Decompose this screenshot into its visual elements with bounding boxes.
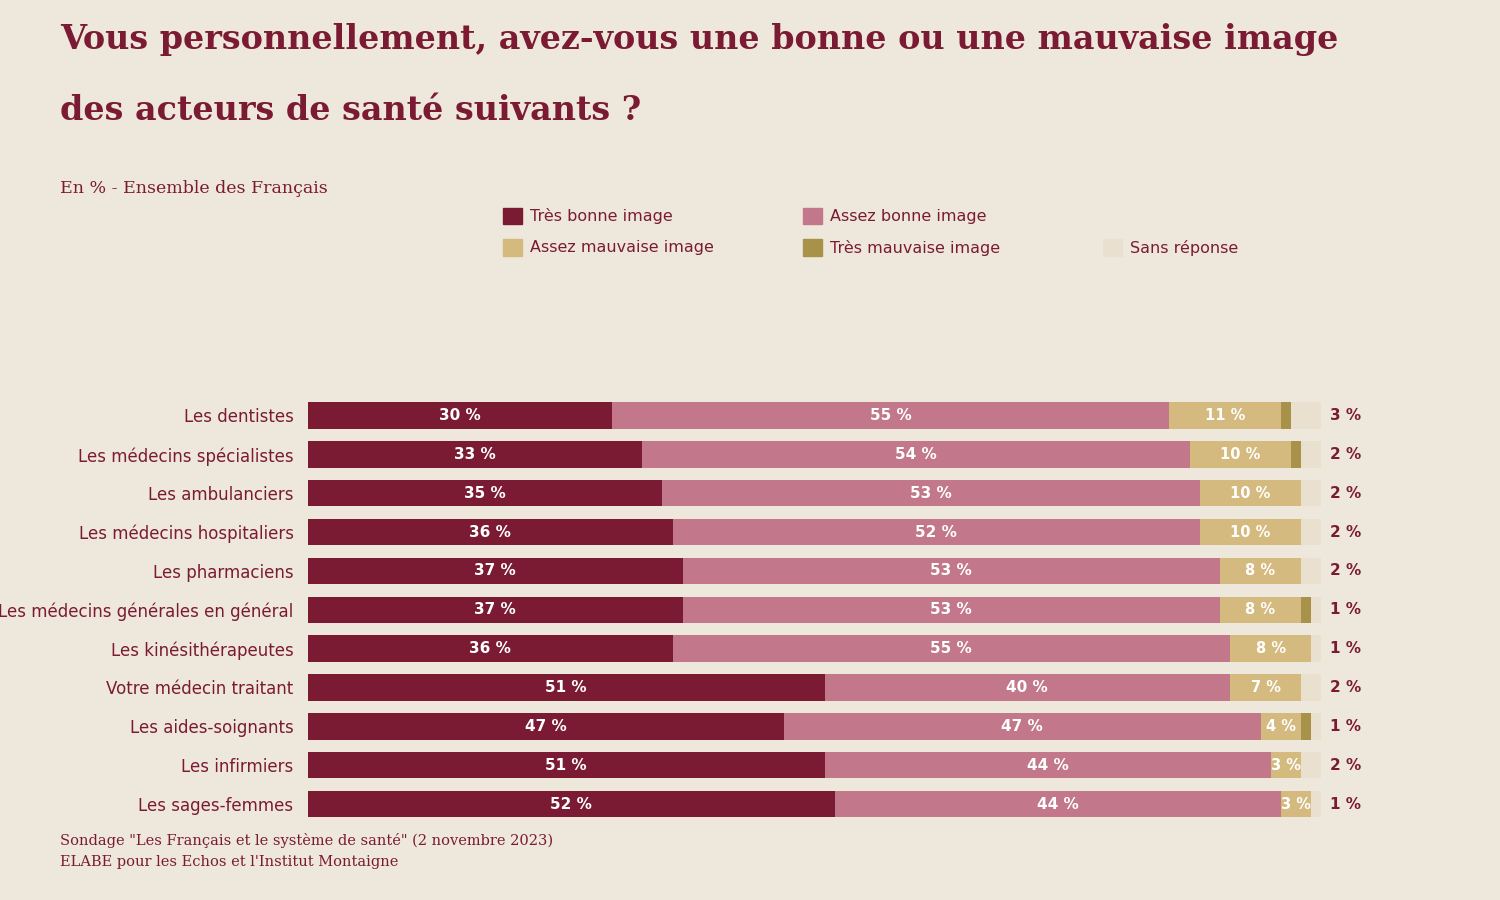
Text: 7 %: 7 % xyxy=(1251,680,1281,695)
Bar xyxy=(1311,635,1322,662)
Text: 1 %: 1 % xyxy=(1329,641,1360,656)
Bar xyxy=(612,402,1170,428)
Text: 53 %: 53 % xyxy=(910,486,952,500)
Text: 36 %: 36 % xyxy=(470,525,512,539)
Bar xyxy=(308,518,672,545)
Text: 8 %: 8 % xyxy=(1245,602,1275,617)
Bar xyxy=(308,480,663,507)
Text: 3 %: 3 % xyxy=(1329,408,1360,423)
Text: 37 %: 37 % xyxy=(474,602,516,617)
Bar xyxy=(1230,674,1300,701)
Bar xyxy=(1292,402,1322,428)
Bar xyxy=(1300,713,1311,740)
Bar xyxy=(1292,441,1300,467)
Bar xyxy=(672,518,1200,545)
Text: 47 %: 47 % xyxy=(525,719,567,733)
Bar xyxy=(1300,558,1322,584)
Text: 37 %: 37 % xyxy=(474,563,516,579)
Text: 3 %: 3 % xyxy=(1281,796,1311,812)
Text: 4 %: 4 % xyxy=(1266,719,1296,733)
Bar xyxy=(1300,480,1322,507)
Text: 2 %: 2 % xyxy=(1329,486,1360,500)
Text: 2 %: 2 % xyxy=(1329,446,1360,462)
Text: Assez bonne image: Assez bonne image xyxy=(830,209,986,223)
Text: 10 %: 10 % xyxy=(1230,486,1270,500)
Text: 47 %: 47 % xyxy=(1002,719,1042,733)
Text: 54 %: 54 % xyxy=(896,446,936,462)
Text: 10 %: 10 % xyxy=(1230,525,1270,539)
Text: 30 %: 30 % xyxy=(438,408,480,423)
Text: 2 %: 2 % xyxy=(1329,525,1360,539)
Bar xyxy=(1260,713,1300,740)
Text: 44 %: 44 % xyxy=(1028,758,1068,773)
Bar xyxy=(682,558,1220,584)
Bar xyxy=(1200,480,1300,507)
Text: Très bonne image: Très bonne image xyxy=(530,208,672,224)
Bar xyxy=(825,674,1230,701)
Bar xyxy=(1311,597,1322,623)
Bar xyxy=(308,635,672,662)
Text: 1 %: 1 % xyxy=(1329,602,1360,617)
Bar xyxy=(1220,597,1300,623)
Text: Assez mauvaise image: Assez mauvaise image xyxy=(530,240,714,255)
Text: 2 %: 2 % xyxy=(1329,680,1360,695)
Text: 2 %: 2 % xyxy=(1329,563,1360,579)
Text: 52 %: 52 % xyxy=(915,525,957,539)
Bar xyxy=(308,441,642,467)
Text: 8 %: 8 % xyxy=(1256,641,1286,656)
Text: Vous personnellement, avez-vous une bonne ou une mauvaise image: Vous personnellement, avez-vous une bonn… xyxy=(60,22,1338,56)
Text: En % - Ensemble des Français: En % - Ensemble des Français xyxy=(60,180,327,197)
Bar xyxy=(663,480,1200,507)
Text: Sondage "Les Français et le système de santé" (2 novembre 2023)
ELABE pour les E: Sondage "Les Français et le système de s… xyxy=(60,832,554,869)
Text: 51 %: 51 % xyxy=(544,680,586,695)
Bar xyxy=(784,713,1260,740)
Bar xyxy=(308,597,682,623)
Text: 10 %: 10 % xyxy=(1220,446,1260,462)
Bar xyxy=(825,752,1270,778)
Bar xyxy=(1311,713,1322,740)
Bar xyxy=(1300,674,1322,701)
Bar xyxy=(308,674,825,701)
Bar xyxy=(1220,558,1300,584)
Bar xyxy=(1230,635,1311,662)
Bar xyxy=(1270,752,1300,778)
Text: Très mauvaise image: Très mauvaise image xyxy=(830,239,999,256)
Text: 1 %: 1 % xyxy=(1329,719,1360,733)
Bar xyxy=(308,752,825,778)
Text: Sans réponse: Sans réponse xyxy=(1130,239,1238,256)
Bar xyxy=(1300,441,1322,467)
Bar xyxy=(308,713,785,740)
Bar xyxy=(1281,402,1292,428)
Bar xyxy=(1311,791,1322,817)
Text: 55 %: 55 % xyxy=(870,408,912,423)
Text: 51 %: 51 % xyxy=(544,758,586,773)
Text: 1 %: 1 % xyxy=(1329,796,1360,812)
Text: 33 %: 33 % xyxy=(454,446,495,462)
Text: 55 %: 55 % xyxy=(930,641,972,656)
Bar xyxy=(1300,752,1322,778)
Text: 35 %: 35 % xyxy=(464,486,506,500)
Bar xyxy=(682,597,1220,623)
Text: 3 %: 3 % xyxy=(1270,758,1300,773)
Bar xyxy=(1281,791,1311,817)
Text: 53 %: 53 % xyxy=(930,563,972,579)
Text: des acteurs de santé suivants ?: des acteurs de santé suivants ? xyxy=(60,94,642,128)
Text: 8 %: 8 % xyxy=(1245,563,1275,579)
Text: 36 %: 36 % xyxy=(470,641,512,656)
Bar xyxy=(308,558,682,584)
Text: 2 %: 2 % xyxy=(1329,758,1360,773)
Bar xyxy=(308,402,612,428)
Bar xyxy=(642,441,1190,467)
Bar xyxy=(1300,518,1322,545)
Bar xyxy=(672,635,1230,662)
Bar xyxy=(308,791,834,817)
Bar xyxy=(1170,402,1281,428)
Bar xyxy=(1200,518,1300,545)
Text: 44 %: 44 % xyxy=(1036,796,1078,812)
Text: 53 %: 53 % xyxy=(930,602,972,617)
Text: 52 %: 52 % xyxy=(550,796,592,812)
Text: 40 %: 40 % xyxy=(1007,680,1048,695)
Bar xyxy=(1300,597,1311,623)
Bar xyxy=(1190,441,1292,467)
Text: 11 %: 11 % xyxy=(1204,408,1245,423)
